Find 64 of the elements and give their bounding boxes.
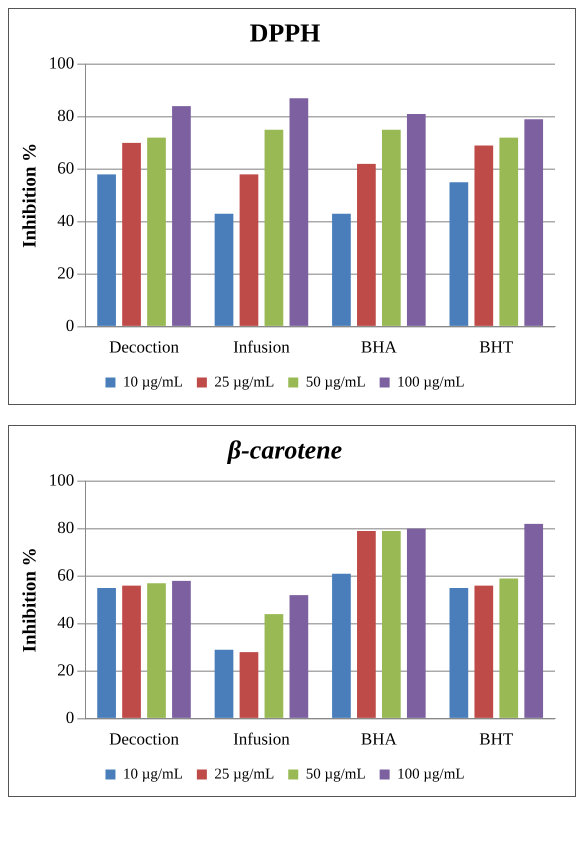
bar [240,174,258,326]
bar [290,595,308,718]
bar [122,142,141,326]
bar [264,130,284,326]
legend-label: 100 µg/mL [397,374,465,390]
bar [332,214,351,326]
y-tick-label: 80 [57,106,74,126]
y-tick-label: 40 [57,211,74,230]
x-tick-label: BHT [479,729,514,748]
bar [172,106,191,326]
bar [406,114,426,326]
bar [382,130,401,326]
legend-label: 50 µg/mL [306,374,366,390]
y-tick-label: 80 [57,518,74,538]
y-tick-label: 100 [48,54,74,73]
y-tick-label: 60 [57,566,74,585]
x-tick-label: BHT [479,337,514,356]
y-tick-label: 0 [66,316,74,336]
y-tick-label: 60 [57,158,74,178]
bar [357,164,376,326]
y-tick-label: 0 [66,708,74,728]
bar [97,588,116,718]
chart-title: β-carotene [226,435,342,464]
bar [264,614,284,718]
bar [214,214,234,326]
bar [524,119,544,326]
bar [499,578,518,718]
bar [357,531,376,718]
bar [332,574,351,718]
bar [147,583,166,718]
bar [406,528,426,718]
legend-label: 10 µg/mL [122,766,183,782]
bar [382,531,401,718]
bar [97,174,116,326]
x-tick-label: BHA [360,729,398,748]
x-tick-label: Infusion [233,729,290,748]
y-axis-title: Inhibition % [19,547,40,652]
legend-label: 25 µg/mL [214,374,274,390]
bar [214,650,234,718]
legend-label: 25 µg/mL [214,766,274,782]
x-tick-label: BHA [360,337,398,356]
y-tick-label: 100 [48,470,74,490]
bar [499,138,518,326]
bar [240,652,258,718]
bar [474,586,494,718]
legend-label: 50 µg/mL [306,766,366,782]
x-tick-label: Decoction [109,337,180,356]
y-tick-label: 20 [57,264,74,283]
bar [147,138,166,326]
bar [524,524,544,718]
bar [450,588,468,718]
legend-label: 100 µg/mL [397,766,465,782]
x-tick-label: Decoction [109,729,180,748]
bar [474,146,494,326]
bar [172,580,191,718]
bar [450,182,468,326]
bar [290,98,308,326]
y-axis-title: Inhibition % [19,142,40,248]
chart-title: DPPH [250,18,320,48]
y-tick-label: 20 [57,660,74,680]
legend-label: 10 µg/mL [122,374,183,390]
bar [122,586,141,718]
y-tick-label: 40 [57,613,74,632]
x-tick-label: Infusion [233,337,290,356]
